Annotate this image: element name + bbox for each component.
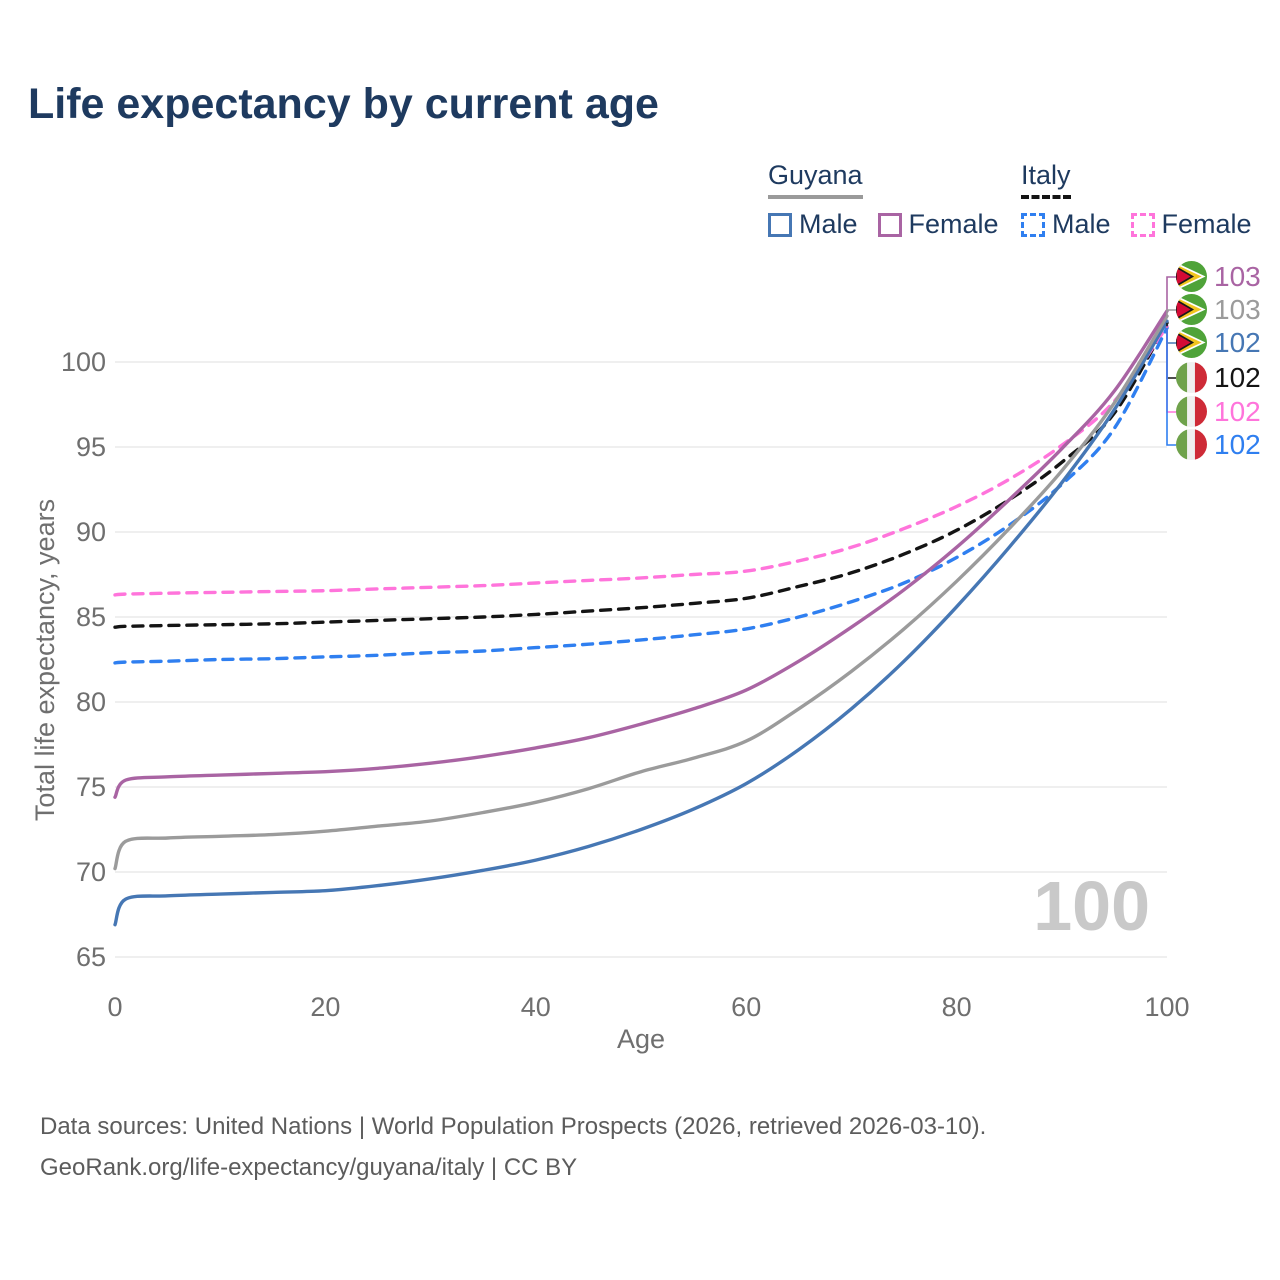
end-value-label: 103: [1214, 261, 1261, 292]
end-label-italy-female: 102: [1176, 396, 1261, 427]
legend-group-italy: Italy Male Female: [1021, 160, 1252, 240]
legend-group-guyana: Guyana Male Female: [768, 160, 999, 240]
x-tick-label: 100: [1144, 992, 1189, 1022]
y-tick-label: 95: [76, 432, 106, 462]
italy-flag-icon: [1176, 429, 1207, 460]
x-tick-label: 0: [107, 992, 122, 1022]
guyana-flag-icon: [1176, 294, 1207, 325]
end-label-guyana-male: 102: [1176, 327, 1261, 358]
legend-item-guyana-female[interactable]: Female: [877, 209, 999, 240]
italy-male-swatch-icon: [1021, 212, 1045, 237]
data-sources-line: Data sources: United Nations | World Pop…: [40, 1113, 987, 1140]
italy-flag-icon: [1176, 362, 1207, 393]
guyana-flag-icon: [1176, 261, 1207, 292]
legend-item-guyana-male[interactable]: Male: [768, 209, 858, 240]
guyana-female-swatch-icon: [877, 212, 902, 237]
legend-item-label: Female: [908, 209, 999, 239]
y-tick-label: 85: [76, 602, 106, 632]
guyana-flag-icon: [1176, 327, 1207, 358]
end-value-label: 102: [1214, 429, 1261, 460]
series-line-italy-female: [113, 324, 1169, 597]
end-label-italy-both-sexes: 102: [1176, 362, 1261, 393]
leader-line-italy-both-sexes: [1166, 322, 1176, 379]
end-label-guyana-female: 103: [1176, 261, 1261, 292]
legend-country-guyana: Guyana: [768, 160, 863, 199]
y-tick-label: 75: [76, 772, 106, 802]
series-line-italy-male: [113, 326, 1169, 665]
legend-country-italy: Italy: [1021, 160, 1071, 199]
series-line-italy-both-sexes: [113, 321, 1169, 629]
legend-item-italy-female[interactable]: Female: [1130, 209, 1252, 240]
end-label-guyana-both-sexes: 103: [1176, 294, 1261, 325]
leader-line-guyana-both-sexes: [1166, 309, 1176, 317]
legend-item-italy-male[interactable]: Male: [1021, 209, 1111, 240]
leader-line-italy-female: [1166, 326, 1176, 413]
end-value-label: 103: [1214, 294, 1261, 325]
attribution-line: GeoRank.org/life-expectancy/guyana/italy…: [40, 1154, 578, 1181]
end-value-label: 102: [1214, 327, 1261, 358]
footer: Data sources: United Nations | World Pop…: [40, 1106, 986, 1188]
leader-line-italy-male: [1166, 328, 1176, 446]
y-tick-label: 65: [76, 942, 106, 972]
legend-item-label: Male: [1052, 209, 1111, 239]
series-line-guyana-both-sexes: [113, 314, 1169, 871]
legend-item-label: Female: [1161, 209, 1252, 239]
y-tick-label: 70: [76, 857, 106, 887]
end-value-label: 102: [1214, 362, 1261, 393]
x-axis-title: Age: [616, 1024, 666, 1054]
y-tick-label: 80: [76, 687, 106, 717]
series-line-guyana-male: [113, 319, 1169, 927]
page-title: Life expectancy by current age: [28, 80, 659, 128]
x-tick-label: 80: [942, 992, 972, 1022]
italy-female-swatch-icon: [1130, 212, 1155, 237]
series-line-guyana-female: [113, 309, 1169, 799]
y-tick-label: 100: [61, 347, 106, 377]
legend-item-label: Male: [799, 209, 858, 239]
leader-line-guyana-male: [1166, 321, 1176, 344]
guyana-male-swatch-icon: [768, 212, 792, 237]
x-tick-label: 60: [731, 992, 761, 1022]
x-tick-label: 40: [521, 992, 551, 1022]
y-tick-label: 90: [76, 517, 106, 547]
x-tick-label: 20: [310, 992, 340, 1022]
end-label-italy-male: 102: [1176, 429, 1261, 460]
leader-line-guyana-female: [1166, 276, 1176, 311]
end-value-label: 102: [1214, 396, 1261, 427]
age-indicator-watermark: 100: [1033, 867, 1150, 945]
italy-flag-icon: [1176, 396, 1207, 427]
